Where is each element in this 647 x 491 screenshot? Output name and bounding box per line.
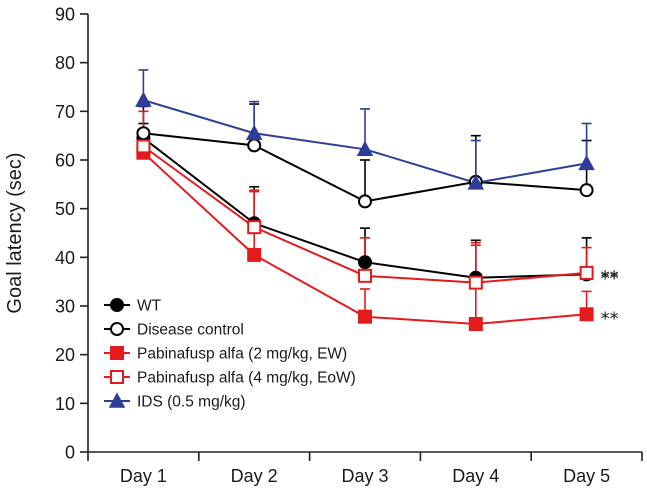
x-tick-label: Day 3 xyxy=(341,466,388,486)
data-point-pabinafusp-alfa-4-mg-kg-eow xyxy=(358,268,372,283)
data-point-pabinafusp-alfa-2-mg-kg-ew xyxy=(579,307,594,322)
y-tick-label: 10 xyxy=(55,394,75,414)
legend-marker xyxy=(110,346,124,360)
data-point-pabinafusp-alfa-4-mg-kg-eow xyxy=(579,265,594,280)
axes: 0 10 20 30 40 50 60 70 80 90 Day 1 Day 2 Day 3 Day 4 D… xyxy=(4,5,643,486)
data-point-pabinafusp-alfa-4-mg-kg-eow xyxy=(136,139,151,154)
data-point-pabinafusp-alfa-4-mg-kg-eow xyxy=(468,275,483,290)
y-tick-label: 40 xyxy=(55,248,75,268)
y-tick-label: 20 xyxy=(55,345,75,365)
x-tick-label: Day 5 xyxy=(563,466,610,486)
significance-annotations: ****** xyxy=(601,267,619,329)
y-tick-label: 50 xyxy=(55,199,75,219)
data-point-ids-0-5-mg-kg xyxy=(578,154,595,171)
data-point-pabinafusp-alfa-4-mg-kg-eow xyxy=(247,220,262,235)
legend-marker xyxy=(108,392,126,408)
legend: WT Disease control Pabinafusp alfa (2 mg/k… xyxy=(104,298,356,411)
legend-label: Pabinafusp alfa (2 mg/kg, EW) xyxy=(137,346,347,363)
legend-marker xyxy=(110,370,124,384)
legend-label: IDS (0.5 mg/kg) xyxy=(137,394,246,411)
y-tick-label: 80 xyxy=(55,53,75,73)
significance-label: ** xyxy=(601,267,619,288)
significance-label: ** xyxy=(601,308,619,329)
significance-label: ** xyxy=(601,268,619,289)
legend-marker xyxy=(110,298,124,312)
y-tick-label: 30 xyxy=(55,297,75,317)
y-tick-label: 70 xyxy=(55,102,75,122)
legend-label: Pabinafusp alfa (4 mg/kg, EoW) xyxy=(137,370,356,387)
data-point-pabinafusp-alfa-2-mg-kg-ew xyxy=(358,309,372,324)
data-point-disease-control xyxy=(579,183,594,198)
data-point-disease-control xyxy=(136,126,151,141)
y-tick-label: 90 xyxy=(55,5,75,25)
data-point-wt xyxy=(358,255,372,270)
y-tick-label: 60 xyxy=(55,151,75,171)
y-axis-title: Goal latency (sec) xyxy=(4,152,26,313)
data-point-ids-0-5-mg-kg xyxy=(467,174,485,190)
y-tick-label: 0 xyxy=(65,443,75,463)
data-point-pabinafusp-alfa-2-mg-kg-ew xyxy=(468,317,483,332)
data-markers xyxy=(135,91,595,332)
legend-label: Disease control xyxy=(137,322,244,339)
x-tick-label: Day 1 xyxy=(120,466,167,486)
data-point-ids-0-5-mg-kg xyxy=(245,124,263,140)
data-point-ids-0-5-mg-kg xyxy=(356,140,374,157)
data-point-pabinafusp-alfa-2-mg-kg-ew xyxy=(247,247,262,262)
data-point-disease-control xyxy=(358,194,372,209)
legend-marker xyxy=(110,322,124,336)
legend-label: WT xyxy=(137,298,162,315)
data-point-ids-0-5-mg-kg xyxy=(135,91,152,107)
x-tick-label: Day 2 xyxy=(231,466,278,486)
data-point-disease-control xyxy=(247,138,262,153)
x-tick-label: Day 4 xyxy=(452,466,499,486)
